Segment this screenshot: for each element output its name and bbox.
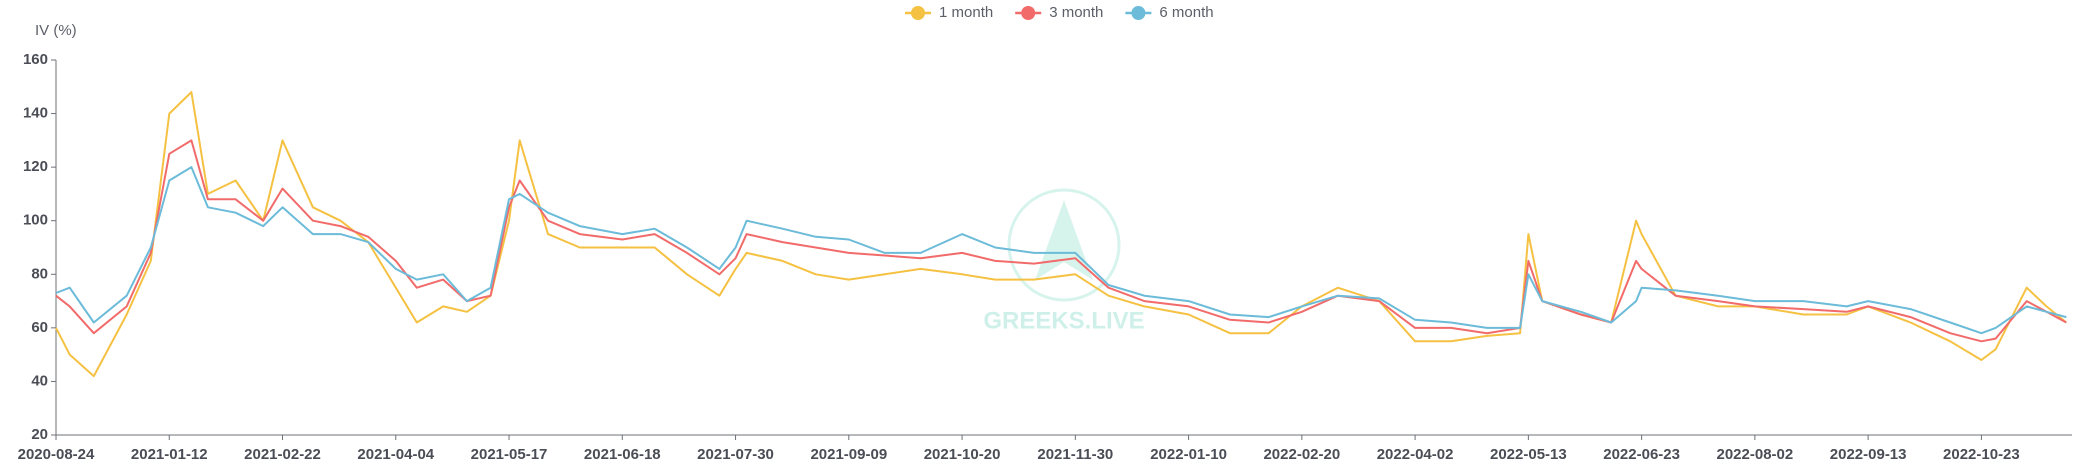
y-tick-label: 40 (31, 372, 48, 389)
x-tick-label: 2021-01-12 (131, 446, 208, 463)
series-line (55, 166, 2067, 335)
legend-label: 1 month (939, 4, 993, 21)
watermark: GREEKS.LIVE (983, 307, 1144, 334)
x-tick-label: 2022-06-23 (1603, 446, 1680, 463)
legend-label: 6 month (1159, 4, 1213, 21)
x-tick-label: 2022-02-20 (1263, 446, 1340, 463)
legend: 1 month 3 month 6 month (905, 4, 1214, 21)
legend-swatch (911, 6, 925, 20)
x-tick-label: 2021-10-20 (924, 446, 1001, 463)
x-tick-label: 2020-08-24 (18, 446, 95, 463)
legend-swatch (1021, 6, 1036, 20)
x-tick-label: 2022-08-02 (1717, 446, 1794, 463)
y-tick-label: 160 (23, 51, 48, 68)
x-tick-label: 2022-09-13 (1830, 446, 1907, 463)
legend-swatch (1131, 6, 1146, 20)
x-tick-label: 2021-11-30 (1037, 446, 1113, 463)
x-tick-label: 2022-05-13 (1490, 446, 1567, 463)
x-tick-label: 2021-05-17 (471, 446, 548, 463)
y-tick-label: 80 (31, 265, 48, 282)
series-line (55, 91, 2067, 378)
x-tick-label: 2022-01-10 (1150, 446, 1227, 463)
x-tick-label: 2021-02-22 (244, 446, 321, 463)
legend-item: 3 month (1015, 4, 1103, 21)
legend-item: 1 month (905, 4, 993, 21)
y-tick-label: 140 (23, 105, 48, 122)
x-tick-label: 2022-10-23 (1943, 446, 2020, 463)
y-axis-label: IV (%) (35, 22, 77, 39)
series-line (55, 139, 2067, 343)
y-tick-label: 60 (31, 319, 48, 336)
x-tick-label: 2021-09-09 (810, 446, 887, 463)
x-tick-label: 2021-06-18 (584, 446, 661, 463)
y-tick-label: 20 (31, 426, 48, 443)
x-tick-label: 2022-04-02 (1377, 446, 1454, 463)
x-tick-label: 2021-07-30 (697, 446, 774, 463)
y-tick-label: 100 (23, 212, 48, 229)
y-tick-label: 120 (23, 158, 48, 175)
x-tick-label: 2021-04-04 (357, 446, 434, 463)
legend-item: 6 month (1125, 4, 1214, 21)
legend-label: 3 month (1049, 4, 1103, 21)
